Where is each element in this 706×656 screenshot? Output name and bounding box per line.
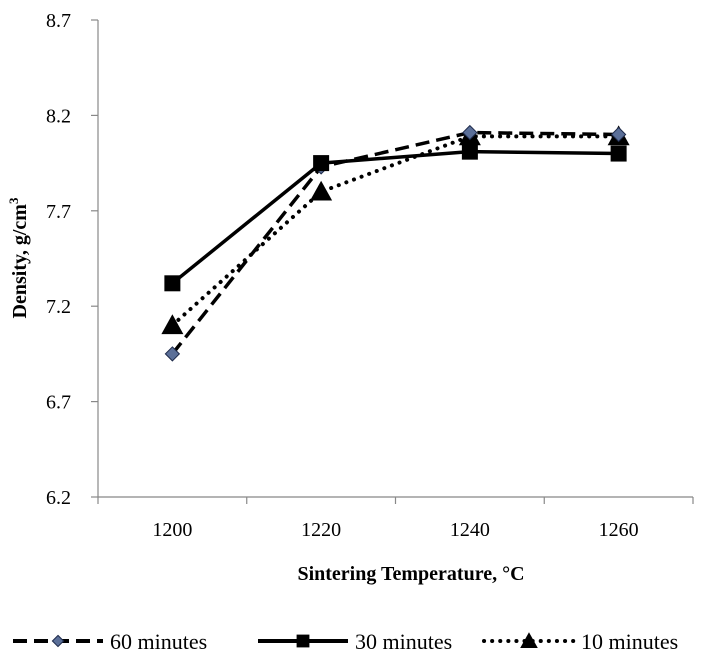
y-tick-label: 6.2: [46, 487, 71, 509]
x-tick-label: 1260: [599, 519, 639, 541]
point-marker-diamond: [462, 124, 478, 141]
y-axis-title-superscript: 3: [6, 197, 21, 204]
x-tick-label: 1220: [301, 519, 341, 541]
point-marker-triangle: [310, 180, 333, 201]
point-marker-diamond: [610, 126, 627, 143]
series-square: [164, 143, 627, 292]
x-axis-title: Sintering Temperature, °C: [297, 563, 524, 585]
series-diamond: [164, 124, 627, 362]
y-tick-label: 7.7: [46, 201, 71, 223]
legend-label: 60 minutes: [110, 629, 207, 654]
point-marker-square: [164, 275, 181, 292]
y-tick-label: 6.7: [46, 392, 71, 414]
y-ticks: 6.2 6.7 7.2 7.7 8.2 8.7: [46, 10, 98, 509]
x-ticks: 1200 1220 1240 1260: [97, 497, 694, 541]
point-marker-square: [461, 143, 478, 160]
x-tick-label: 1200: [152, 519, 192, 541]
series-layer: [161, 124, 630, 362]
point-marker-square: [313, 155, 330, 172]
legend-item: 30 minutes: [258, 629, 452, 654]
point-marker-triangle: [520, 632, 538, 649]
legend: 60 minutes 30 minutes 10 minutes: [13, 629, 678, 654]
y-tick-label: 7.2: [46, 296, 71, 318]
legend-item: 10 minutes: [482, 629, 678, 654]
series-line: [171, 149, 619, 285]
legend-label: 30 minutes: [355, 629, 452, 654]
series-line: [171, 130, 619, 355]
point-marker-square: [610, 145, 627, 162]
point-marker-triangle: [161, 314, 184, 335]
x-tick-label: 1240: [450, 519, 490, 541]
y-axis-title: Density, g/cm3: [6, 197, 31, 318]
y-tick-label: 8.7: [46, 10, 71, 32]
y-tick-label: 8.2: [46, 105, 71, 127]
legend-label: 10 minutes: [581, 629, 678, 654]
point-marker-square: [296, 634, 310, 648]
point-marker-diamond: [51, 634, 65, 648]
point-marker-diamond: [164, 346, 181, 362]
legend-item: 60 minutes: [13, 629, 207, 654]
y-axis-title-main: Density, g/cm: [9, 204, 31, 319]
axes: [97, 20, 693, 498]
